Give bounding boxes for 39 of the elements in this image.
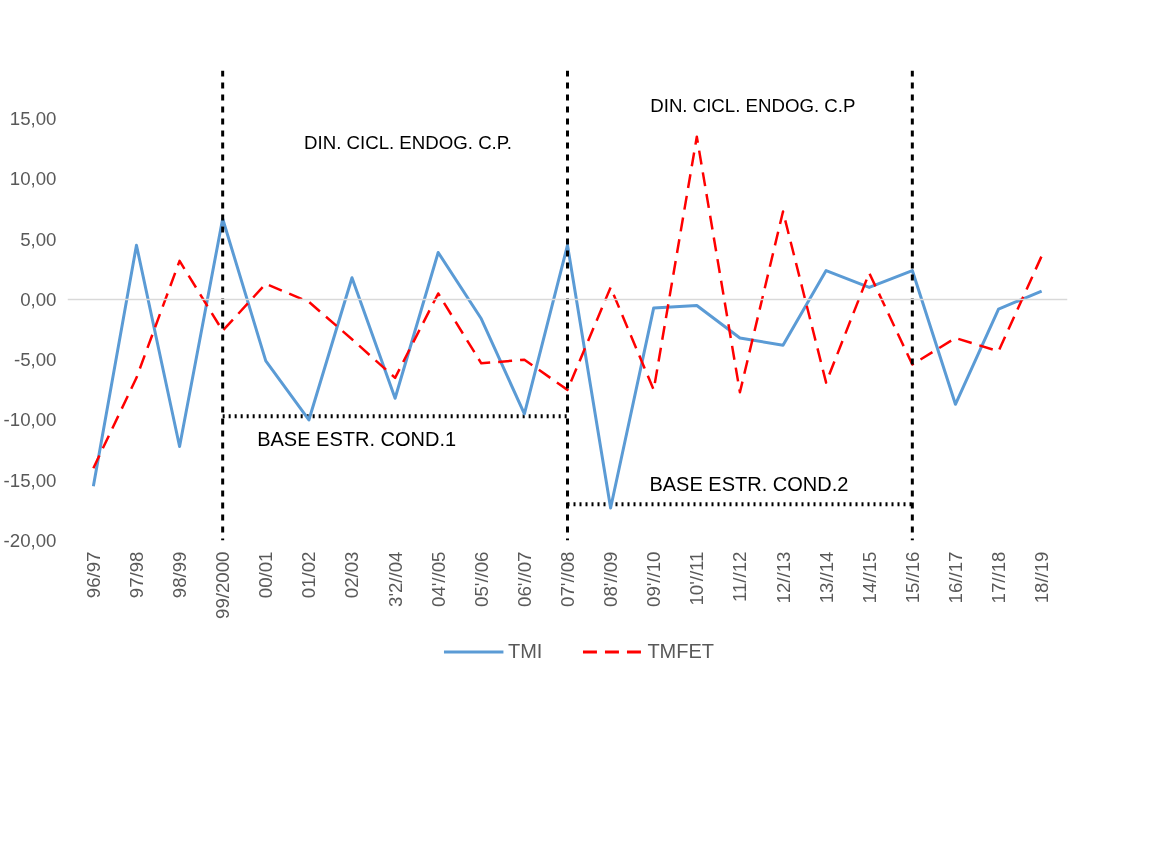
x-tick-label: 04'//05 (427, 551, 449, 607)
x-tick-label: 96/97 (82, 551, 104, 599)
x-tick-label: 10'//11 (686, 551, 708, 606)
x-tick-label: 05'//06 (470, 551, 492, 607)
x-tick-label: 98/99 (169, 551, 191, 599)
x-tick-label: 13//14 (815, 551, 837, 604)
ref-line-label: BASE ESTR. COND.2 (649, 472, 849, 495)
y-tick-label: 10,00 (9, 168, 57, 190)
x-tick-label: 00/01 (255, 551, 277, 599)
x-tick-label: 09'//10 (643, 551, 665, 607)
x-tick-label: 12//13 (772, 551, 794, 604)
annotation: DIN. CICL. ENDOG. C.P. (304, 132, 513, 154)
x-tick-label: 11//12 (729, 551, 751, 602)
y-tick-label: -5,00 (13, 349, 57, 371)
annotation: DIN. CICL. ENDOG. C.P (650, 94, 856, 116)
x-tick-label: 15//16 (901, 551, 923, 604)
x-tick-label: 06'//07 (513, 551, 535, 607)
x-tick-label: 3'2//04 (384, 551, 406, 607)
y-tick-label: 15,00 (9, 108, 57, 130)
x-tick-label: 18//19 (1031, 551, 1053, 604)
x-tick-label: 02/03 (341, 551, 363, 599)
legend-label: TMI (507, 639, 543, 663)
y-tick-label: 0,00 (20, 288, 57, 310)
x-tick-label: 17//18 (988, 551, 1010, 604)
line-series (91, 217, 1044, 510)
y-tick-label: -10,00 (3, 409, 57, 431)
legend-label: TMFET (647, 639, 715, 663)
line-series (92, 135, 1043, 470)
y-tick-label: -15,00 (3, 469, 57, 491)
x-tick-label: 97/98 (125, 551, 147, 599)
x-tick-label: 16//17 (944, 551, 966, 604)
y-tick-label: -20,00 (3, 530, 57, 551)
ref-line-label: BASE ESTR. COND.1 (257, 428, 457, 451)
x-tick-label: 07'//08 (557, 551, 578, 607)
x-tick-label: 08'//09 (600, 551, 622, 607)
y-tick-label: 5,00 (20, 228, 57, 250)
x-tick-label: 99/2000 (212, 551, 234, 619)
x-tick-label: 14//15 (858, 551, 880, 604)
x-tick-label: 01/02 (298, 551, 320, 599)
